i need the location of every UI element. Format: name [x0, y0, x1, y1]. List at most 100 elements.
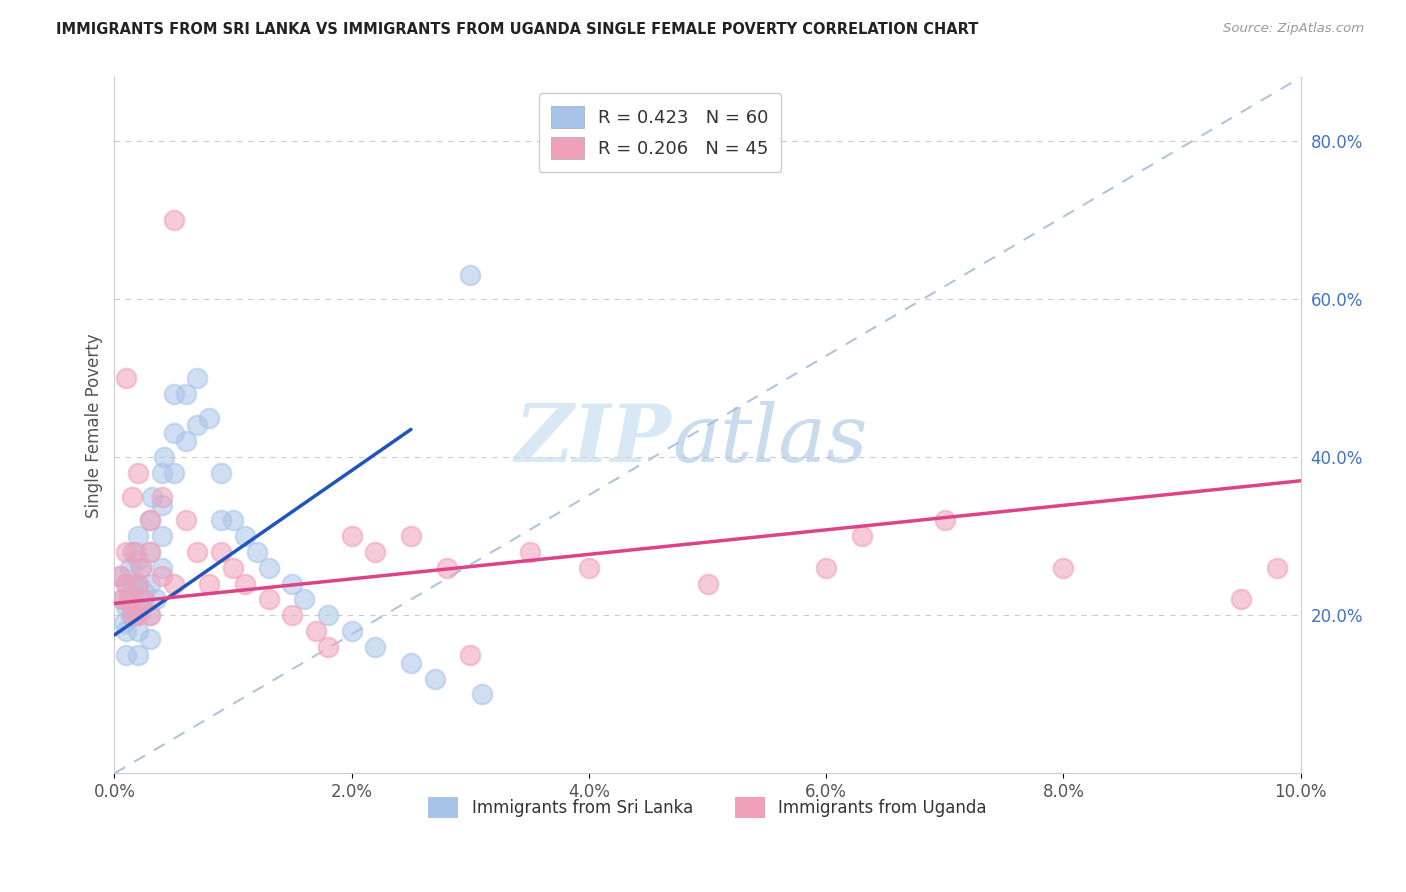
Point	[129, 561, 152, 575]
Point	[305, 624, 328, 638]
Text: ZIP: ZIP	[515, 401, 672, 478]
Point	[125, 608, 148, 623]
Point	[1052, 561, 1074, 575]
Text: Source: ZipAtlas.com: Source: ZipAtlas.com	[1223, 22, 1364, 36]
Point	[127, 576, 149, 591]
Point	[209, 513, 232, 527]
Point	[815, 561, 838, 575]
Point	[120, 608, 142, 623]
Point	[127, 608, 149, 623]
Point	[399, 656, 422, 670]
Point	[115, 576, 138, 591]
Point	[118, 561, 141, 575]
Point	[316, 640, 339, 654]
Point	[150, 568, 173, 582]
Point	[121, 608, 143, 623]
Point	[122, 592, 145, 607]
Point	[129, 561, 152, 575]
Point	[458, 648, 481, 662]
Point	[115, 545, 138, 559]
Point	[257, 592, 280, 607]
Point	[186, 371, 208, 385]
Point	[186, 418, 208, 433]
Point	[578, 561, 600, 575]
Point	[222, 513, 245, 527]
Point	[934, 513, 956, 527]
Point	[150, 466, 173, 480]
Point	[174, 386, 197, 401]
Point	[222, 561, 245, 575]
Point	[110, 568, 132, 582]
Point	[281, 608, 304, 623]
Point	[127, 600, 149, 615]
Point	[127, 529, 149, 543]
Point	[458, 268, 481, 282]
Point	[423, 672, 446, 686]
Point	[198, 576, 221, 591]
Y-axis label: Single Female Poverty: Single Female Poverty	[86, 333, 103, 517]
Point	[174, 513, 197, 527]
Point	[139, 608, 162, 623]
Point	[141, 490, 163, 504]
Point	[115, 371, 138, 385]
Point	[110, 592, 132, 607]
Point	[163, 466, 186, 480]
Point	[139, 576, 162, 591]
Point	[115, 624, 138, 638]
Point	[209, 545, 232, 559]
Point	[198, 410, 221, 425]
Point	[139, 513, 162, 527]
Point	[132, 584, 155, 599]
Point	[257, 561, 280, 575]
Point	[139, 545, 162, 559]
Point	[153, 450, 176, 464]
Point	[150, 498, 173, 512]
Point	[233, 529, 256, 543]
Legend: Immigrants from Sri Lanka, Immigrants from Uganda: Immigrants from Sri Lanka, Immigrants fr…	[422, 790, 993, 824]
Point	[246, 545, 269, 559]
Point	[1230, 592, 1253, 607]
Point	[436, 561, 458, 575]
Point	[233, 576, 256, 591]
Point	[112, 616, 135, 631]
Point	[117, 592, 139, 607]
Point	[131, 592, 153, 607]
Point	[115, 576, 138, 591]
Point	[121, 490, 143, 504]
Point	[127, 576, 149, 591]
Point	[115, 648, 138, 662]
Point	[292, 592, 315, 607]
Text: IMMIGRANTS FROM SRI LANKA VS IMMIGRANTS FROM UGANDA SINGLE FEMALE POVERTY CORREL: IMMIGRANTS FROM SRI LANKA VS IMMIGRANTS …	[56, 22, 979, 37]
Point	[145, 592, 167, 607]
Point	[186, 545, 208, 559]
Text: atlas: atlas	[672, 401, 868, 478]
Point	[150, 490, 173, 504]
Point	[174, 434, 197, 449]
Point	[316, 608, 339, 623]
Point	[364, 545, 387, 559]
Point	[519, 545, 541, 559]
Point	[340, 624, 363, 638]
Point	[150, 529, 173, 543]
Point	[364, 640, 387, 654]
Point	[115, 600, 138, 615]
Point	[124, 576, 146, 591]
Point	[121, 545, 143, 559]
Point	[281, 576, 304, 591]
Point	[1265, 561, 1288, 575]
Point	[132, 592, 155, 607]
Point	[127, 466, 149, 480]
Point	[139, 513, 162, 527]
Point	[110, 568, 132, 582]
Point	[163, 576, 186, 591]
Point	[471, 687, 494, 701]
Point	[139, 632, 162, 646]
Point	[163, 426, 186, 441]
Point	[209, 466, 232, 480]
Point	[163, 386, 186, 401]
Point	[150, 561, 173, 575]
Point	[399, 529, 422, 543]
Point	[121, 608, 143, 623]
Point	[124, 545, 146, 559]
Point	[127, 553, 149, 567]
